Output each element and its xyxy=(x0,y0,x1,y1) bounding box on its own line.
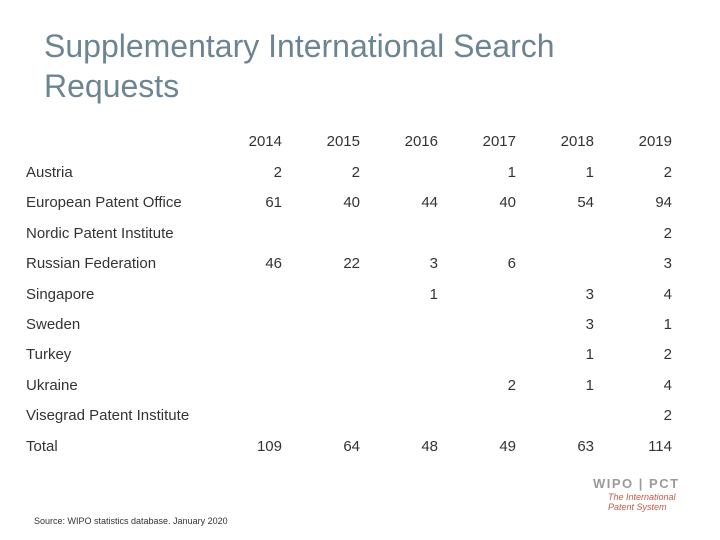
table-cell: 44 xyxy=(421,194,438,211)
table-cell: 3 xyxy=(585,286,594,303)
table-cell: 40 xyxy=(499,194,516,211)
row-label: Russian Federation xyxy=(26,255,157,272)
table-cell: 1 xyxy=(585,346,594,363)
year-header: 2015 xyxy=(326,133,360,150)
table-cell: 54 xyxy=(577,194,594,211)
table-cell: 4 xyxy=(663,377,672,394)
table-cell: 1 xyxy=(507,164,516,181)
logo-subtitle: The International Patent System xyxy=(608,492,676,512)
total-cell: 49 xyxy=(499,438,516,455)
page-title: Supplementary International Search Reque… xyxy=(44,28,555,104)
table-cell: 2 xyxy=(663,407,672,424)
table-row: Singapore 1 3 4 xyxy=(0,286,720,308)
total-row: Total 109 64 48 49 63 114 xyxy=(0,438,720,460)
table-cell: 22 xyxy=(343,255,360,272)
total-cell: 48 xyxy=(421,438,438,455)
table-cell: 2 xyxy=(273,164,282,181)
table-cell: 2 xyxy=(351,164,360,181)
table-cell: 1 xyxy=(663,316,672,333)
table-cell: 2 xyxy=(663,346,672,363)
wipo-pct-logo: WIPO | PCT The International Patent Syst… xyxy=(590,476,690,512)
table-row: European Patent Office 61 40 44 40 54 94 xyxy=(0,194,720,216)
table-row: Austria 2 2 1 1 2 xyxy=(0,164,720,186)
logo-wordmark: WIPO | PCT xyxy=(593,476,680,491)
row-label: European Patent Office xyxy=(26,194,182,211)
table-cell: 61 xyxy=(265,194,282,211)
year-header: 2016 xyxy=(404,133,438,150)
table-cell: 2 xyxy=(663,164,672,181)
row-label: Visegrad Patent Institute xyxy=(26,407,190,424)
row-label: Sweden xyxy=(26,316,81,333)
table-cell: 4 xyxy=(663,286,672,303)
table-row: Russian Federation 46 22 3 6 3 xyxy=(0,255,720,277)
table-cell: 1 xyxy=(429,286,438,303)
table-row: Ukraine 2 1 4 xyxy=(0,377,720,399)
row-label: Ukraine xyxy=(26,377,78,394)
table-cell: 1 xyxy=(585,377,594,394)
table-cell: 6 xyxy=(507,255,516,272)
row-label: Austria xyxy=(26,164,73,181)
year-header: 2018 xyxy=(560,133,594,150)
row-label: Singapore xyxy=(26,286,95,303)
total-label: Total xyxy=(26,438,58,455)
table-cell: 40 xyxy=(343,194,360,211)
table-cell: 3 xyxy=(585,316,594,333)
total-cell: 63 xyxy=(577,438,594,455)
year-header: 2017 xyxy=(482,133,516,150)
table-row: Sweden 3 1 xyxy=(0,316,720,338)
total-cell: 64 xyxy=(343,438,360,455)
total-cell: 109 xyxy=(256,438,282,455)
total-cell: 114 xyxy=(648,438,672,455)
table-row: Visegrad Patent Institute 2 xyxy=(0,407,720,429)
table-cell: 2 xyxy=(663,225,672,242)
year-header: 2019 xyxy=(638,133,672,150)
year-header: 2014 xyxy=(248,133,282,150)
table-cell: 46 xyxy=(265,255,282,272)
table-cell: 3 xyxy=(429,255,438,272)
logo-subtitle-line: The International xyxy=(608,492,676,502)
logo-subtitle-line: Patent System xyxy=(608,502,667,512)
table-row: Turkey 1 2 xyxy=(0,346,720,368)
table-cell: 94 xyxy=(655,194,672,211)
table-cell: 2 xyxy=(507,377,516,394)
table-cell: 3 xyxy=(663,255,672,272)
row-label: Nordic Patent Institute xyxy=(26,225,174,242)
table-row: Nordic Patent Institute 2 xyxy=(0,225,720,247)
source-note: Source: WIPO statistics database. Januar… xyxy=(34,516,228,526)
table-cell: 1 xyxy=(585,164,594,181)
row-label: Turkey xyxy=(26,346,72,363)
